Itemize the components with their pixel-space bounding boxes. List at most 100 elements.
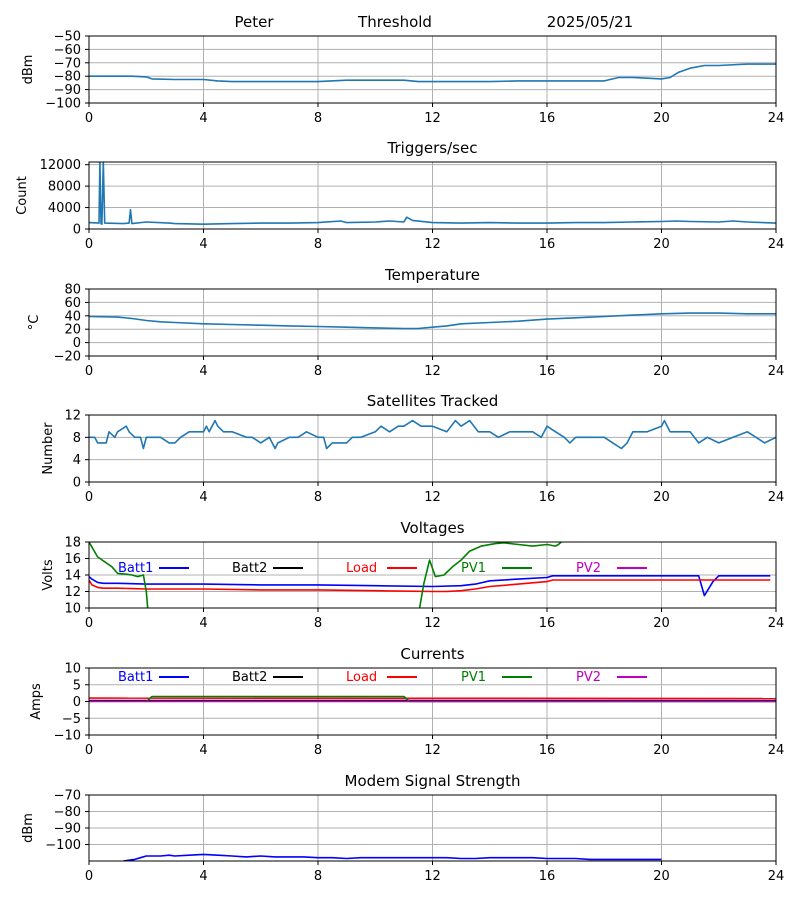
x-tick-label: 12 (424, 490, 441, 505)
panel-currents: Currents 0 4 8 12 16 20 24 −10 −5 0 510 Amps Batt1 Bat… (29, 645, 784, 758)
legend-label-load: Load (346, 670, 377, 685)
legend-label-pv1: PV1 (461, 670, 486, 685)
x-tick-label: 0 (85, 616, 93, 631)
header-date: 2025/05/21 (547, 13, 633, 31)
y-tick-label: 8000 (48, 180, 81, 195)
y-tick-label: −100 (45, 838, 81, 853)
panel-rssi: 0 4 8 12 16 20 24 −100−90−80−70−60−50 dBm (21, 30, 784, 127)
x-tick-label: 0 (85, 237, 93, 252)
y-axis-label: Volts (41, 559, 56, 591)
x-tick-label: 24 (768, 490, 785, 505)
y-axis-label: °C (27, 315, 42, 331)
series-line-temperature (89, 312, 776, 330)
legend-label-batt2: Batt2 (232, 670, 267, 685)
y-tick-label: −20 (54, 350, 81, 365)
panel-satellites: Satellites Tracked 0 4 8 12 16 20 24 0 4 8 12 Number (41, 392, 784, 505)
legend-label-batt1: Batt1 (118, 670, 153, 685)
y-tick-label: 16 (64, 552, 81, 567)
x-tick-label: 20 (653, 237, 670, 252)
y-tick-label: −10 (54, 729, 81, 744)
y-tick-label: 40 (64, 309, 81, 324)
x-tick-label: 8 (314, 237, 322, 252)
x-tick-label: 24 (768, 111, 785, 126)
x-tick-label: 8 (314, 490, 322, 505)
header-mode: Threshold (357, 13, 432, 31)
x-tick-label: 16 (539, 111, 556, 126)
x-tick-label: 4 (199, 743, 207, 758)
y-axis-label: Count (15, 176, 30, 215)
chart-title: Currents (400, 645, 464, 663)
x-tick-label: 4 (199, 490, 207, 505)
x-tick-label: 8 (314, 616, 322, 631)
y-tick-label: −90 (54, 822, 81, 837)
y-tick-label: −70 (54, 789, 81, 804)
y-tick-label: 12 (64, 409, 81, 424)
chart-title: Voltages (400, 519, 464, 537)
x-tick-label: 24 (768, 743, 785, 758)
x-tick-label: 8 (314, 869, 322, 884)
legend-label-pv2: PV2 (576, 561, 601, 576)
series-line-batt1 (89, 574, 771, 597)
x-tick-label: 4 (199, 869, 207, 884)
y-tick-label: 20 (64, 323, 81, 338)
x-tick-label: 16 (539, 364, 556, 379)
y-tick-label: 5 (73, 678, 81, 693)
x-tick-label: 4 (199, 111, 207, 126)
x-tick-label: 16 (539, 869, 556, 884)
x-tick-label: 0 (85, 869, 93, 884)
y-tick-label: 0 (73, 336, 81, 351)
series-line-load (89, 579, 771, 593)
x-tick-label: 24 (768, 616, 785, 631)
x-tick-label: 12 (424, 743, 441, 758)
y-tick-label: 12 (64, 585, 81, 600)
x-tick-label: 8 (314, 364, 322, 379)
x-tick-label: 12 (424, 111, 441, 126)
x-tick-label: 0 (85, 743, 93, 758)
x-tick-label: 16 (539, 237, 556, 252)
x-tick-label: 20 (653, 743, 670, 758)
x-tick-label: 16 (539, 490, 556, 505)
x-tick-label: 4 (199, 237, 207, 252)
y-tick-label: 4 (73, 453, 81, 468)
x-tick-label: 16 (539, 616, 556, 631)
chart-title: Satellites Tracked (367, 392, 498, 410)
y-tick-label: 8 (73, 431, 81, 446)
series-line-satellites (89, 419, 776, 450)
x-tick-label: 4 (199, 616, 207, 631)
x-tick-label: 8 (314, 111, 322, 126)
x-tick-label: 20 (653, 364, 670, 379)
y-tick-label: 60 (64, 296, 81, 311)
y-tick-label: −50 (54, 30, 81, 45)
series-line-pv1 (89, 542, 149, 608)
y-tick-label: 10 (64, 662, 81, 677)
y-tick-label: −70 (54, 56, 81, 71)
x-tick-label: 12 (424, 364, 441, 379)
y-tick-label: −100 (45, 97, 81, 112)
y-tick-label: 0 (73, 695, 81, 710)
y-tick-label: 12000 (40, 158, 81, 173)
chart-title: Modem Signal Strength (345, 772, 521, 790)
legend-label-batt2: Batt2 (232, 561, 267, 576)
x-tick-label: 0 (85, 364, 93, 379)
y-tick-label: −5 (62, 712, 81, 727)
y-tick-label: −90 (54, 83, 81, 98)
y-tick-label: −80 (54, 70, 81, 85)
y-tick-label: 0 (73, 223, 81, 238)
x-tick-label: 16 (539, 743, 556, 758)
legend-label-pv2: PV2 (576, 670, 601, 685)
panel-triggers: Triggers/sec 0 4 8 12 16 20 24 0 4000 8000 12000 Cou… (15, 139, 784, 252)
chart-title: Temperature (384, 266, 480, 284)
y-tick-label: −80 (54, 805, 81, 820)
series-line-rssi (89, 63, 776, 83)
series-line-modem (123, 853, 662, 861)
x-tick-label: 4 (199, 364, 207, 379)
x-tick-label: 20 (653, 869, 670, 884)
x-tick-label: 24 (768, 869, 785, 884)
y-tick-label: 0 (73, 476, 81, 491)
legend-label-pv1: PV1 (461, 561, 486, 576)
series-line-pv1 (418, 542, 562, 608)
x-tick-label: 0 (85, 490, 93, 505)
